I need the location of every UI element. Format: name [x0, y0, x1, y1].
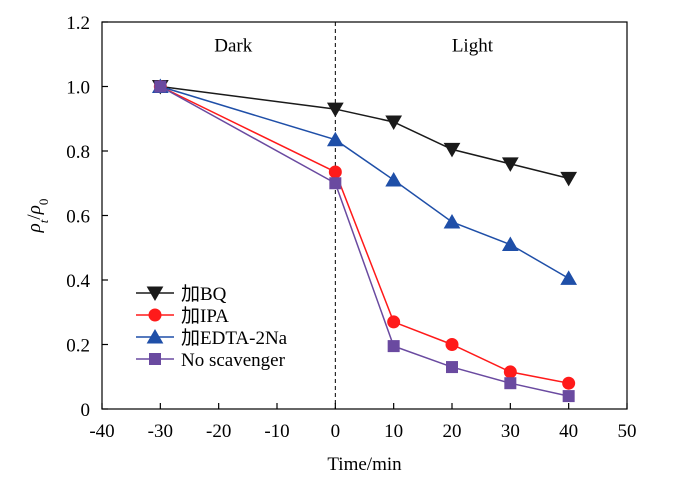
data-point-no-scavenger — [446, 361, 458, 374]
series-bq — [151, 80, 578, 187]
legend-item-ipa: 加IPA — [136, 305, 229, 327]
x-tick-label: -40 — [89, 421, 114, 442]
x-tick-label: 10 — [384, 421, 403, 442]
y-axis-title-rho-0: ρ — [24, 205, 45, 215]
data-point-bq — [326, 102, 344, 118]
legend-item-no-scavenger: No scavenger — [136, 350, 286, 371]
series-edta-2na — [151, 78, 578, 285]
legend-marker — [146, 328, 164, 344]
data-point-no-scavenger — [154, 80, 167, 93]
x-tick-label: 50 — [618, 421, 637, 442]
data-point-ipa — [503, 365, 517, 379]
data-point-edta-2na — [326, 131, 344, 147]
y-tick-label: 1.2 — [66, 13, 90, 34]
series-line-bq — [160, 85, 569, 180]
y-tick-label: 0.6 — [66, 207, 90, 228]
y-axis-title-rho-t: ρ — [24, 223, 45, 233]
x-tick-label: -10 — [264, 421, 289, 442]
legend-marker — [149, 353, 161, 365]
data-point-no-scavenger — [562, 390, 575, 403]
series — [151, 78, 578, 403]
data-point-bq — [501, 157, 519, 172]
x-tick-label: 0 — [331, 421, 341, 442]
data-point-bq — [385, 115, 403, 130]
data-point-edta-2na — [443, 213, 461, 229]
y-axis-title-sep: / — [24, 214, 45, 220]
y-tick-label: 0 — [81, 400, 91, 421]
y-tick-label: 0.2 — [66, 336, 90, 357]
y-axis-title-sub-0: 0 — [36, 199, 51, 206]
legend-label: 加IPA — [181, 305, 229, 327]
y-tick-label: 1.0 — [66, 78, 90, 99]
x-tick-label: -30 — [148, 421, 173, 442]
data-point-edta-2na — [560, 270, 578, 285]
data-point-ipa — [445, 338, 459, 351]
legend-label: 加EDTA-2Na — [181, 327, 288, 349]
data-point-bq — [443, 142, 461, 158]
region-label-dark: Dark — [214, 36, 252, 57]
series-no-scavenger — [154, 80, 575, 403]
y-axis-title: ρt/ρ0 — [24, 199, 51, 234]
annotations: Dark Light — [214, 36, 493, 57]
data-point-no-scavenger — [504, 377, 517, 390]
y-tick-label: 0.4 — [66, 271, 90, 292]
axes: -40 -30 -20 -10 0 10 20 30 40 50 0 0.2 0.4 0.6 0.8 1.0 1… — [66, 13, 636, 442]
data-point-ipa — [387, 315, 401, 329]
data-point-edta-2na — [385, 172, 403, 187]
series-line-ipa — [160, 85, 569, 384]
x-axis-title: Time/min — [327, 454, 402, 475]
data-point-ipa — [562, 376, 576, 390]
x-tick-label: 30 — [501, 421, 520, 442]
data-point-edta-2na — [501, 236, 519, 252]
legend-item-edta-2na: 加EDTA-2Na — [136, 327, 288, 349]
legend-label: 加BQ — [181, 283, 227, 305]
legend-item-bq: 加BQ — [136, 283, 227, 305]
series-line-no-scavenger — [159, 85, 569, 397]
x-tick-label: 20 — [443, 421, 462, 442]
legend-marker — [146, 286, 164, 302]
data-point-no-scavenger — [387, 340, 400, 353]
y-tick-label: 0.8 — [66, 142, 90, 163]
data-point-no-scavenger — [329, 177, 342, 190]
x-tick-label: -20 — [206, 421, 231, 442]
data-point-bq — [560, 171, 578, 187]
series-line-edta-2na — [160, 85, 570, 280]
region-label-light: Light — [452, 36, 494, 57]
legend-marker — [148, 308, 162, 322]
x-tick-label: 40 — [559, 421, 578, 442]
data-point-ipa — [328, 165, 342, 179]
legend-label: No scavenger — [181, 350, 286, 371]
y-axis-title-sub-t: t — [36, 219, 51, 223]
